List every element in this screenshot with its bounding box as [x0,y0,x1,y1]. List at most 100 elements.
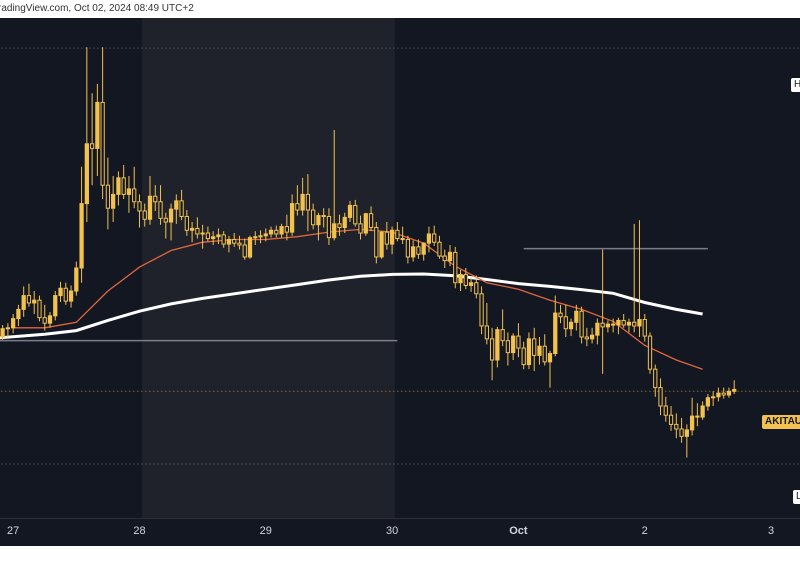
candle-body [111,193,116,209]
candle-body [32,299,37,304]
candle-body [105,184,111,209]
candle-body [200,232,205,235]
current-price-tag: AKITAU [762,415,800,429]
candle-body [295,203,300,211]
candle-body [47,315,53,324]
candle-body [189,227,195,231]
candle-body [368,213,374,229]
candle-body [442,255,447,262]
candle-body [126,188,132,195]
candle-body [484,325,489,340]
candle-body [579,310,584,338]
candle-body [374,227,379,258]
candle-body [226,238,232,245]
candle-body [274,229,279,235]
candle-body [163,217,168,223]
candle-body [584,336,589,340]
candle-body [468,282,474,286]
candle-body [463,273,468,286]
candle-body [558,312,563,318]
candle-body [321,215,326,218]
time-axis[interactable]: 27 28 29 30 Oct 2 3 [0,518,800,547]
chart-plot-area[interactable] [0,18,800,518]
candle-body [447,251,453,262]
candle-body [511,335,516,354]
candle-body [95,101,100,149]
candle-body [63,287,68,302]
candle-body [263,233,268,237]
candle-body [174,200,179,210]
slow-moving-average [0,272,703,340]
candle-body [684,429,689,437]
candle-body [595,322,600,336]
candle-body [137,201,142,212]
candle-body [53,295,58,317]
candle-body [479,293,484,327]
candle-body [547,353,553,363]
price-chart[interactable]: H AKITAU L [0,18,800,518]
candle-body [574,310,579,323]
candle-body [211,236,216,240]
x-tick-label: 2 [641,525,648,537]
candle-body [674,423,679,430]
high-level-tag: H [791,78,800,92]
candle-body [642,319,647,337]
candle-body [411,246,416,258]
candle-body [384,231,389,245]
candle-body [489,338,495,361]
candle-body [400,238,405,241]
x-tick-label: Oct [509,525,528,537]
x-tick-label: 27 [7,525,20,537]
candle-body [79,203,84,269]
candle-body [221,234,226,245]
candle-body [526,338,532,366]
candle-body [668,414,674,425]
candle-body [42,317,47,324]
candle-body [616,319,621,326]
bottom-margin [0,546,800,566]
x-tick-label: 29 [259,525,272,537]
candle-body [632,321,637,327]
candle-body [711,396,716,399]
candle-body [395,229,400,240]
candle-body [179,200,184,217]
candle-body [5,327,11,330]
candle-body [121,177,126,195]
candle-body [405,238,411,258]
low-level-tag: L [793,490,800,504]
candle-body [474,282,479,295]
candle-body [158,201,163,219]
candle-body [116,177,121,195]
candle-body [284,226,289,233]
candle-body [732,388,737,392]
candle-body [289,203,295,233]
candle-body [132,188,137,203]
candle-body [521,347,526,366]
candle-body [142,210,147,220]
candle-body [11,318,16,329]
candle-body [653,368,658,389]
candle-body [426,233,432,244]
candle-body [337,223,342,229]
candle-body [89,143,95,149]
candle-body [379,231,384,258]
candle-body [626,321,632,326]
source-timestamp: radingView.com, Oct 02, 2024 08:49 UTC+2 [0,3,194,14]
candle-body [621,319,626,326]
candle-body [553,312,558,355]
candle-body [247,237,253,258]
session-shade [142,18,395,518]
candle-body [700,405,705,418]
candle-body [432,233,437,243]
candle-body [658,387,663,407]
candle-body [168,208,174,223]
candle-body [84,143,89,205]
candle-body [600,322,605,328]
candle-body [437,241,442,257]
candle-body [605,323,611,328]
candle-body [611,323,616,326]
candle-body [453,251,458,284]
candle-body [389,229,395,245]
candle-body [311,209,316,226]
candle-body [37,299,42,319]
